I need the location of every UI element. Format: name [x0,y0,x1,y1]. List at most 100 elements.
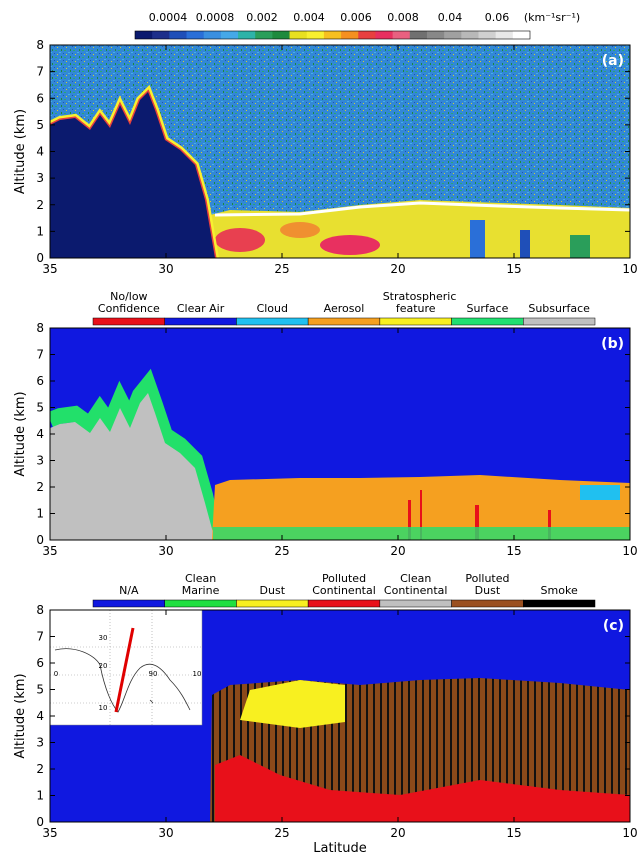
y-axis-label: Altitude (km) [13,391,28,476]
panel-label: (c) [603,618,624,634]
x-tick-label: 30 [158,826,173,840]
colorbar-swatch [238,31,256,39]
legend-swatch [379,599,452,608]
x-tick-label: 30 [158,544,173,558]
legend-swatch [523,599,596,608]
colorbar-tick-label: 0.06 [485,11,510,24]
legend-swatch [164,599,237,608]
y-tick-label: 7 [36,348,44,362]
y-tick-label: 6 [36,374,44,388]
x-tick-label: 35 [42,544,57,558]
colorbar-swatch [186,31,205,39]
colorbar-tick-label: 0.04 [438,11,463,24]
x-tick-label: 35 [42,826,57,840]
legend-label: Dust [259,584,286,597]
legend-swatch [379,317,452,326]
y-tick-label: 4 [36,145,44,159]
y-tick-label: 0 [36,533,44,547]
x-tick-label: 15 [506,544,521,558]
colorbar-swatch [375,31,394,39]
legend-label: Surface [466,302,509,315]
y-tick-label: 4 [36,709,44,723]
aerosol-subtype-image [50,610,630,822]
colorbar-swatch [495,31,514,39]
y-tick-label: 8 [36,38,44,52]
legend-swatch [236,317,309,326]
panel-label: (a) [602,53,624,69]
legend-label: Cloud [256,302,288,315]
x-axis-label: Latitude [313,841,367,856]
x-tick-label: 30 [158,262,173,276]
y-tick-label: 3 [36,171,44,185]
legend-label: Clear Air [176,302,225,315]
legend-label: Clean Continental [383,572,448,597]
legend-swatch [307,317,381,326]
colorbar-swatch [341,31,359,39]
legend-label: Aerosol [323,302,365,315]
colorbar-swatch [289,31,308,39]
y-tick-label: 8 [36,603,44,617]
colorbar-frame [134,30,531,40]
legend-label: No/low Confidence [97,290,160,315]
legend-label: Polluted Dust [465,572,510,597]
feature-type-image [50,328,630,540]
y-tick-label: 2 [36,480,44,494]
colorbar-tick-label: 0.008 [387,11,419,24]
colorbar-swatch [358,31,376,39]
legend-label: Clean Marine [181,572,220,597]
colorbar-tick-label: 0.006 [340,11,372,24]
x-tick-label: 20 [390,826,405,840]
y-tick-label: 2 [36,198,44,212]
legend-label: Stratospheric feature [382,290,457,315]
colorbar-tick-label: 0.004 [293,11,325,24]
y-tick-label: 1 [36,224,44,238]
x-tick-label: 25 [274,262,289,276]
colorbar-swatch [461,31,479,39]
y-tick-label: 4 [36,427,44,441]
y-tick-label: 5 [36,401,44,415]
panel-label: (b) [601,336,624,352]
y-tick-label: 0 [36,815,44,829]
legend-swatch [92,317,165,326]
colorbar-swatch [203,31,222,39]
colorbar-swatch [169,31,188,39]
x-tick-label: 15 [506,826,521,840]
colorbar-swatch [409,31,428,39]
y-tick-label: 7 [36,630,44,644]
colorbar-swatch [392,31,411,39]
x-tick-label: 25 [274,544,289,558]
inset-label: 90 [149,670,158,678]
colorbar-unit: (km⁻¹sr⁻¹) [524,11,580,24]
x-tick-label: 20 [390,262,405,276]
y-axis-label: Altitude (km) [13,673,28,758]
y-axis-label: Altitude (km) [13,109,28,194]
x-tick-label: 35 [42,262,57,276]
legend-label: Subsurface [528,302,590,315]
y-tick-label: 8 [36,321,44,335]
x-tick-label: 10 [622,826,637,840]
y-tick-label: 6 [36,656,44,670]
inset-label: 0 [54,670,58,678]
legend-swatch [307,599,381,608]
colorbar-swatch [272,31,291,39]
y-tick-label: 0 [36,251,44,265]
x-tick-label: 20 [390,544,405,558]
y-tick-label: 6 [36,91,44,105]
colorbar-swatch [152,31,170,39]
colorbar-swatch [478,31,497,39]
inset-label: 30 [99,634,108,642]
y-tick-label: 1 [36,507,44,521]
x-tick-label: 25 [274,826,289,840]
legend-label: Smoke [540,584,578,597]
legend-label: Polluted Continental [312,572,376,597]
x-tick-label: 10 [622,262,637,276]
x-tick-label: 15 [506,262,521,276]
legend-swatch [236,599,309,608]
colorbar-swatch [444,31,462,39]
y-tick-label: 5 [36,683,44,697]
backscatter-image [50,45,630,258]
colorbar-swatch [426,31,445,39]
colorbar-tick-label: 0.002 [246,11,278,24]
y-tick-label: 3 [36,736,44,750]
